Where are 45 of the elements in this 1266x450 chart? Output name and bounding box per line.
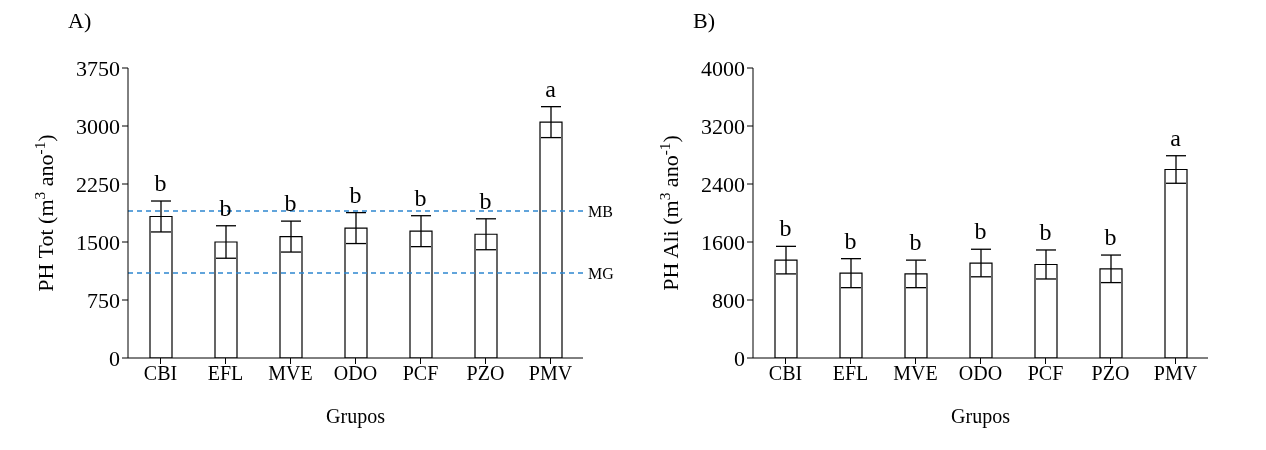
annotation: b [479, 187, 492, 214]
x-tick-label: PCF [1027, 362, 1064, 385]
y-tick-label: 4000 [701, 55, 745, 81]
y-tick-label: 750 [87, 287, 120, 313]
x-tick-label: PZO [466, 362, 505, 385]
x-tick-label: PCF [402, 362, 439, 385]
annotation: b [974, 218, 987, 245]
chart-title: A) [67, 8, 93, 35]
y-tick-label: 3000 [76, 113, 120, 139]
annotation: b [909, 229, 922, 256]
annotation: b [844, 227, 857, 254]
annotation: b [349, 181, 362, 208]
annotation: b [154, 170, 167, 197]
x-tick-label: EFL [207, 362, 244, 385]
x-tick-label: CBI [768, 362, 803, 385]
y-tick-label: 1500 [76, 229, 120, 255]
annotation: b [779, 215, 792, 242]
annotation: b [1039, 218, 1052, 245]
x-tick-label: PMV [1153, 362, 1198, 385]
y-tick-label: 3750 [76, 55, 120, 81]
y-tick-label: 800 [712, 287, 745, 313]
annotation: b [1104, 224, 1117, 251]
x-axis-title: Grupos [951, 405, 1011, 428]
x-axis-title: Grupos [326, 405, 386, 428]
y-tick-label: 0 [109, 345, 120, 371]
x-tick-label: MVE [268, 362, 313, 385]
annotation: b [284, 190, 297, 217]
y-tick-label: 0 [734, 345, 745, 371]
y-tick-label: 3200 [701, 113, 745, 139]
y-tick-label: 1600 [701, 229, 745, 255]
annotation: b [414, 184, 427, 211]
x-tick-label: CBI [143, 362, 178, 385]
x-tick-label: ODO [333, 362, 378, 385]
annotation: a [545, 75, 557, 102]
x-tick-label: ODO [958, 362, 1003, 385]
ref-line-label: MB [588, 202, 613, 220]
x-tick-label: PMV [528, 362, 573, 385]
x-tick-label: PZO [1091, 362, 1130, 385]
y-tick-label: 2400 [701, 171, 745, 197]
x-tick-label: EFL [832, 362, 869, 385]
x-tick-label: MVE [893, 362, 938, 385]
annotation: a [1170, 124, 1182, 151]
chart-title: B) [692, 8, 716, 35]
y-tick-label: 2250 [76, 171, 120, 197]
ref-line-label: MG [588, 264, 615, 282]
